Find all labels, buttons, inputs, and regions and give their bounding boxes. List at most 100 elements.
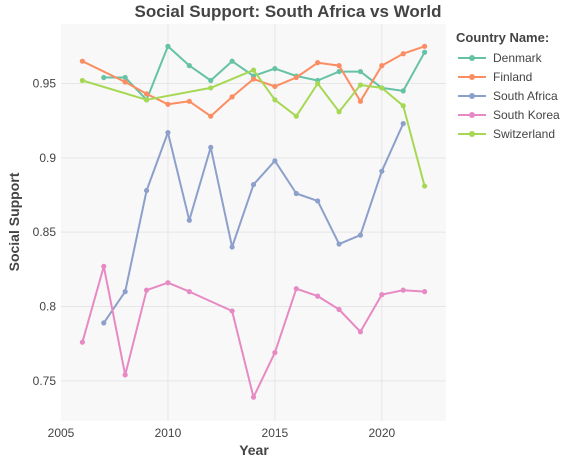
- data-point-denmark[interactable]: [400, 88, 406, 94]
- data-point-finland[interactable]: [229, 94, 235, 100]
- data-point-denmark[interactable]: [165, 43, 171, 49]
- legend-swatch-marker: [469, 131, 475, 137]
- data-point-south-africa[interactable]: [336, 241, 342, 247]
- data-point-south-africa[interactable]: [379, 168, 385, 174]
- data-point-switzerland[interactable]: [250, 67, 257, 73]
- chart-title: Social Support: South Africa vs World: [135, 2, 442, 21]
- data-point-finland[interactable]: [122, 79, 128, 85]
- y-axis-title: Social Support: [6, 172, 22, 271]
- data-point-south-africa[interactable]: [143, 187, 150, 194]
- data-point-switzerland[interactable]: [293, 113, 299, 119]
- data-point-finland[interactable]: [272, 83, 278, 90]
- data-point-switzerland[interactable]: [272, 97, 278, 103]
- data-point-finland[interactable]: [357, 98, 364, 104]
- data-point-denmark[interactable]: [336, 68, 342, 75]
- y-tick-label: 0.75: [33, 374, 57, 388]
- data-point-south-korea[interactable]: [422, 289, 428, 295]
- data-point-denmark[interactable]: [357, 68, 364, 75]
- x-tick-label: 2010: [155, 426, 182, 440]
- data-point-south-africa[interactable]: [272, 158, 278, 164]
- data-point-finland[interactable]: [400, 51, 406, 57]
- data-point-switzerland[interactable]: [143, 97, 150, 103]
- data-point-south-korea[interactable]: [250, 394, 257, 400]
- data-point-south-korea[interactable]: [143, 287, 150, 293]
- data-point-south-africa[interactable]: [101, 320, 107, 326]
- data-point-south-korea[interactable]: [400, 287, 406, 293]
- x-tick-label: 2020: [368, 426, 395, 440]
- data-point-switzerland[interactable]: [208, 85, 214, 91]
- data-point-finland[interactable]: [293, 74, 299, 81]
- legend-item-south-korea[interactable]: South Korea: [458, 108, 560, 122]
- data-point-switzerland[interactable]: [379, 85, 385, 91]
- data-point-south-korea[interactable]: [336, 306, 342, 313]
- data-point-south-korea[interactable]: [229, 308, 235, 314]
- data-point-south-africa[interactable]: [400, 121, 406, 127]
- data-point-finland[interactable]: [379, 63, 385, 69]
- series-switzerland: [79, 67, 428, 189]
- data-point-south-korea[interactable]: [293, 286, 299, 292]
- legend-label: Finland: [493, 70, 532, 84]
- data-point-finland[interactable]: [422, 43, 428, 49]
- series-south-africa: [101, 121, 406, 326]
- data-point-south-africa[interactable]: [165, 129, 171, 136]
- series-line-denmark: [103, 45, 426, 101]
- legend-label: Switzerland: [493, 127, 555, 141]
- data-point-south-africa[interactable]: [122, 289, 128, 295]
- legend-swatch-marker: [469, 112, 475, 118]
- x-tick-label: 2015: [262, 426, 289, 440]
- y-tick-label: 0.95: [33, 76, 57, 90]
- data-point-denmark[interactable]: [122, 74, 128, 81]
- series-line-switzerland: [82, 69, 426, 187]
- series-south-korea: [79, 263, 428, 400]
- data-point-denmark[interactable]: [272, 66, 278, 72]
- series-line-south-korea: [81, 265, 425, 399]
- data-point-denmark[interactable]: [101, 74, 107, 81]
- data-point-south-korea[interactable]: [165, 280, 171, 286]
- data-point-denmark[interactable]: [422, 49, 428, 55]
- data-point-south-korea[interactable]: [122, 372, 128, 378]
- data-point-south-korea[interactable]: [101, 263, 107, 269]
- legend-item-south-africa[interactable]: South Africa: [458, 89, 558, 103]
- data-point-south-korea[interactable]: [379, 292, 385, 298]
- data-point-south-africa[interactable]: [315, 198, 321, 204]
- x-axis-ticks: 2005 2010 2015 2020: [48, 426, 396, 440]
- data-point-finland[interactable]: [143, 91, 150, 97]
- legend-item-switzerland[interactable]: Switzerland: [458, 127, 555, 141]
- data-point-denmark[interactable]: [208, 77, 214, 84]
- data-point-denmark[interactable]: [229, 58, 235, 64]
- legend-title: Country Name:: [456, 30, 549, 45]
- data-point-finland[interactable]: [79, 58, 85, 64]
- series-denmark: [101, 43, 428, 103]
- data-point-switzerland[interactable]: [79, 77, 85, 84]
- data-point-switzerland[interactable]: [336, 109, 342, 115]
- data-point-south-korea[interactable]: [357, 329, 364, 335]
- data-point-south-africa[interactable]: [229, 244, 235, 250]
- legend-item-finland[interactable]: Finland: [458, 70, 532, 84]
- data-point-switzerland[interactable]: [357, 82, 364, 88]
- data-point-finland[interactable]: [336, 63, 342, 69]
- data-point-finland[interactable]: [208, 113, 214, 119]
- y-tick-label: 0.8: [39, 300, 56, 314]
- y-tick-label: 0.9: [39, 151, 56, 165]
- data-point-finland[interactable]: [250, 76, 257, 82]
- data-point-finland[interactable]: [315, 60, 321, 66]
- data-point-south-africa[interactable]: [293, 190, 299, 197]
- data-point-south-africa[interactable]: [357, 232, 364, 238]
- data-point-south-africa[interactable]: [208, 144, 214, 151]
- data-point-switzerland[interactable]: [400, 103, 406, 109]
- data-point-south-africa[interactable]: [250, 181, 257, 188]
- data-point-finland[interactable]: [186, 98, 192, 104]
- data-point-switzerland[interactable]: [315, 80, 321, 87]
- legend-item-denmark[interactable]: Denmark: [458, 51, 543, 65]
- data-point-finland[interactable]: [165, 101, 171, 107]
- data-point-switzerland[interactable]: [422, 183, 428, 189]
- data-point-south-korea[interactable]: [186, 289, 192, 295]
- data-point-south-africa[interactable]: [186, 217, 192, 223]
- legend-label: Denmark: [493, 51, 543, 65]
- data-point-south-korea[interactable]: [272, 350, 278, 356]
- data-point-denmark[interactable]: [186, 63, 192, 69]
- legend: Country Name: Denmark Finland South Africa…: [456, 30, 560, 141]
- data-point-south-korea[interactable]: [79, 339, 85, 345]
- data-point-south-korea[interactable]: [315, 293, 321, 299]
